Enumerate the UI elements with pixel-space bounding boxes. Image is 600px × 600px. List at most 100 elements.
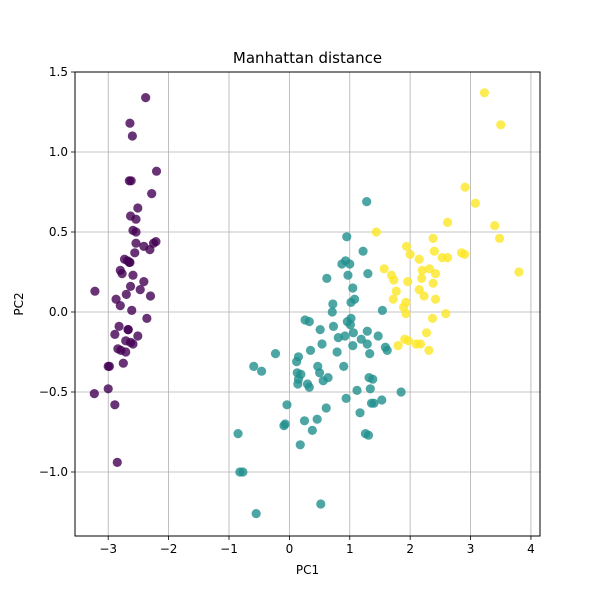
- cluster-1-point: [322, 273, 332, 283]
- cluster-2-point: [371, 227, 381, 237]
- cluster-2-point: [514, 267, 524, 277]
- cluster-2-point: [386, 270, 397, 280]
- cluster-1-point: [249, 361, 259, 371]
- x-tick-label: 1: [346, 542, 354, 556]
- y-tick-label: 0.0: [49, 305, 68, 319]
- cluster-1-point: [373, 331, 383, 341]
- cluster-0-point: [131, 214, 141, 224]
- cluster-1-point: [270, 349, 281, 359]
- x-tick-label: 0: [286, 542, 294, 556]
- x-tick-label: 3: [467, 542, 475, 556]
- cluster-1-point: [293, 379, 303, 389]
- cluster-2-point: [427, 313, 438, 323]
- cluster-0-point: [110, 400, 120, 410]
- x-tick-label: −1: [220, 542, 238, 556]
- cluster-1-point: [340, 331, 350, 341]
- cluster-1-point: [328, 321, 339, 331]
- cluster-0-point: [114, 321, 124, 331]
- cluster-2-point: [460, 182, 470, 192]
- x-axis-label: PC1: [296, 563, 319, 577]
- cluster-1-point: [350, 294, 360, 304]
- cluster-1-point: [282, 400, 292, 410]
- cluster-1-point: [358, 246, 368, 256]
- cluster-1-point: [315, 325, 325, 335]
- chart-title: Manhattan distance: [233, 49, 382, 67]
- cluster-0-point: [121, 347, 131, 357]
- cluster-1-point: [307, 425, 317, 435]
- cluster-1-point: [339, 361, 349, 371]
- cluster-1-point: [362, 326, 372, 336]
- cluster-0-point: [125, 118, 135, 128]
- cluster-1-point: [355, 408, 365, 418]
- cluster-2-point: [388, 294, 398, 304]
- cluster-1-point: [292, 368, 302, 378]
- cluster-0-point: [133, 331, 143, 341]
- plot-frame: [74, 71, 541, 537]
- cluster-2-point: [470, 198, 480, 208]
- cluster-1-point: [314, 368, 325, 378]
- y-tick-label: 1.5: [49, 65, 68, 79]
- cluster-1-point: [348, 283, 358, 293]
- cluster-2-point: [403, 277, 413, 287]
- cluster-1-point: [312, 414, 322, 424]
- cluster-1-point: [251, 508, 261, 519]
- cluster-1-point: [327, 307, 337, 317]
- cluster-2-point: [479, 88, 490, 98]
- cluster-2-point: [414, 254, 424, 264]
- cluster-1-point: [348, 328, 358, 338]
- cluster-1-point: [342, 317, 352, 327]
- cluster-2-point: [400, 334, 410, 344]
- cluster-2-point: [401, 241, 412, 251]
- cluster-0-point: [139, 277, 149, 287]
- data-points: [89, 88, 524, 519]
- cluster-1-point: [316, 499, 326, 509]
- cluster-1-point: [321, 403, 331, 413]
- x-tick-label: 2: [406, 542, 414, 556]
- x-tick-label: −2: [160, 542, 178, 556]
- y-tick-label: −0.5: [39, 385, 68, 399]
- cluster-0-point: [90, 286, 100, 296]
- cluster-1-point: [233, 429, 243, 439]
- cluster-0-point: [128, 339, 138, 349]
- cluster-1-point: [337, 259, 347, 269]
- cluster-0-point: [142, 313, 152, 323]
- cluster-1-point: [362, 339, 372, 349]
- cluster-1-point: [295, 440, 305, 450]
- cluster-1-point: [352, 385, 362, 395]
- cluster-2-point: [456, 248, 467, 258]
- cluster-0-point: [148, 238, 159, 248]
- cluster-0-point: [133, 203, 143, 213]
- cluster-1-point: [364, 373, 374, 383]
- cluster-1-point: [348, 341, 358, 351]
- cluster-0-point: [128, 270, 138, 280]
- cluster-2-point: [428, 278, 438, 288]
- cluster-0-point: [147, 189, 157, 199]
- cluster-2-point: [417, 265, 427, 275]
- cluster-1-point: [363, 269, 373, 279]
- cluster-1-point: [332, 347, 342, 357]
- cluster-0-point: [127, 131, 137, 141]
- axis-ticks: −3 −2 −1 0 1 2 3 4 −1.0 −0.5 0.0 0.5 1.0 1.5: [39, 65, 535, 556]
- cluster-0-point: [141, 93, 151, 103]
- cluster-2-point: [428, 233, 438, 243]
- cluster-1-point: [328, 299, 338, 309]
- cluster-0-point: [123, 325, 133, 335]
- cluster-0-point: [127, 305, 137, 315]
- cluster-0-point: [130, 248, 140, 258]
- cluster-0-point: [103, 361, 113, 371]
- cluster-2-point: [414, 285, 424, 295]
- cluster-0-point: [125, 257, 135, 267]
- cluster-2-point: [494, 233, 505, 243]
- cluster-1-point: [318, 376, 328, 386]
- cluster-0-point: [131, 227, 141, 237]
- cluster-2-point: [443, 217, 453, 227]
- x-tick-label: −3: [99, 542, 117, 556]
- cluster-1-point: [280, 419, 290, 429]
- cluster-0-point: [112, 457, 122, 467]
- cluster-0-point: [117, 269, 127, 279]
- cluster-2-point: [421, 328, 432, 338]
- cluster-1-point: [257, 366, 267, 376]
- cluster-1-point: [299, 416, 310, 426]
